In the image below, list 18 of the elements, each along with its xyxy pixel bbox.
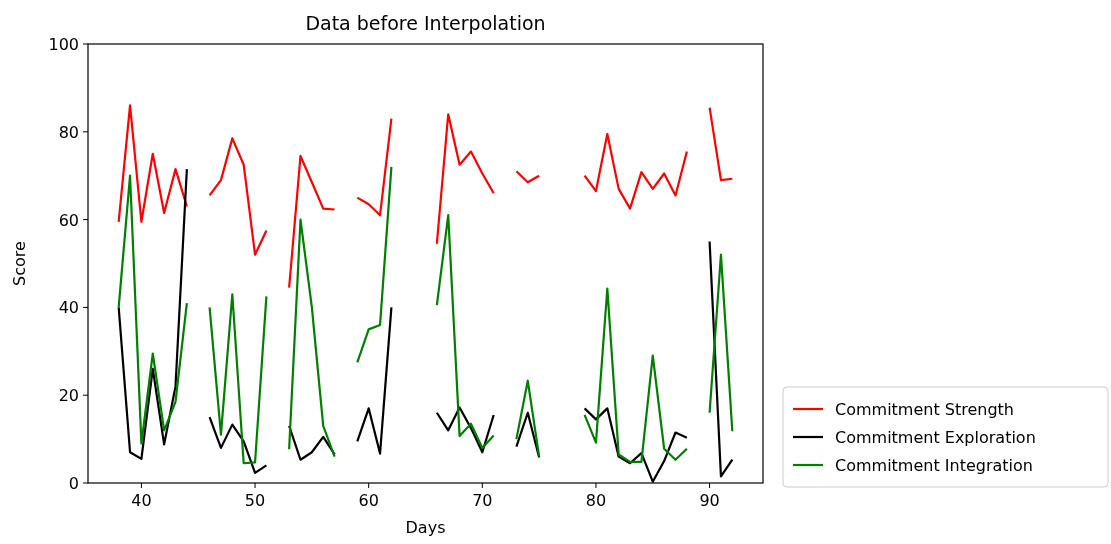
- y-tick-label: 40: [58, 298, 79, 318]
- x-tick-label: 80: [585, 491, 607, 510]
- y-tick-label: 0: [68, 474, 79, 493]
- legend-label: Commitment Integration: [835, 456, 1033, 475]
- x-tick-label: 40: [131, 491, 152, 510]
- x-axis-title: Days: [405, 518, 446, 537]
- chart-title: Data before Interpolation: [305, 12, 546, 34]
- legend-label: Commitment Strength: [835, 400, 1014, 419]
- x-tick-label: 90: [699, 491, 720, 510]
- x-tick-label: 60: [358, 491, 379, 510]
- x-tick-label: 70: [472, 491, 493, 510]
- y-axis-title: Score: [10, 241, 29, 286]
- y-tick-label: 60: [58, 210, 79, 230]
- y-tick-label: 20: [58, 386, 79, 406]
- legend-label: Commitment Exploration: [835, 428, 1036, 447]
- x-tick-label: 50: [244, 491, 266, 510]
- y-tick-label: 100: [48, 35, 79, 54]
- y-tick-label: 80: [58, 122, 79, 142]
